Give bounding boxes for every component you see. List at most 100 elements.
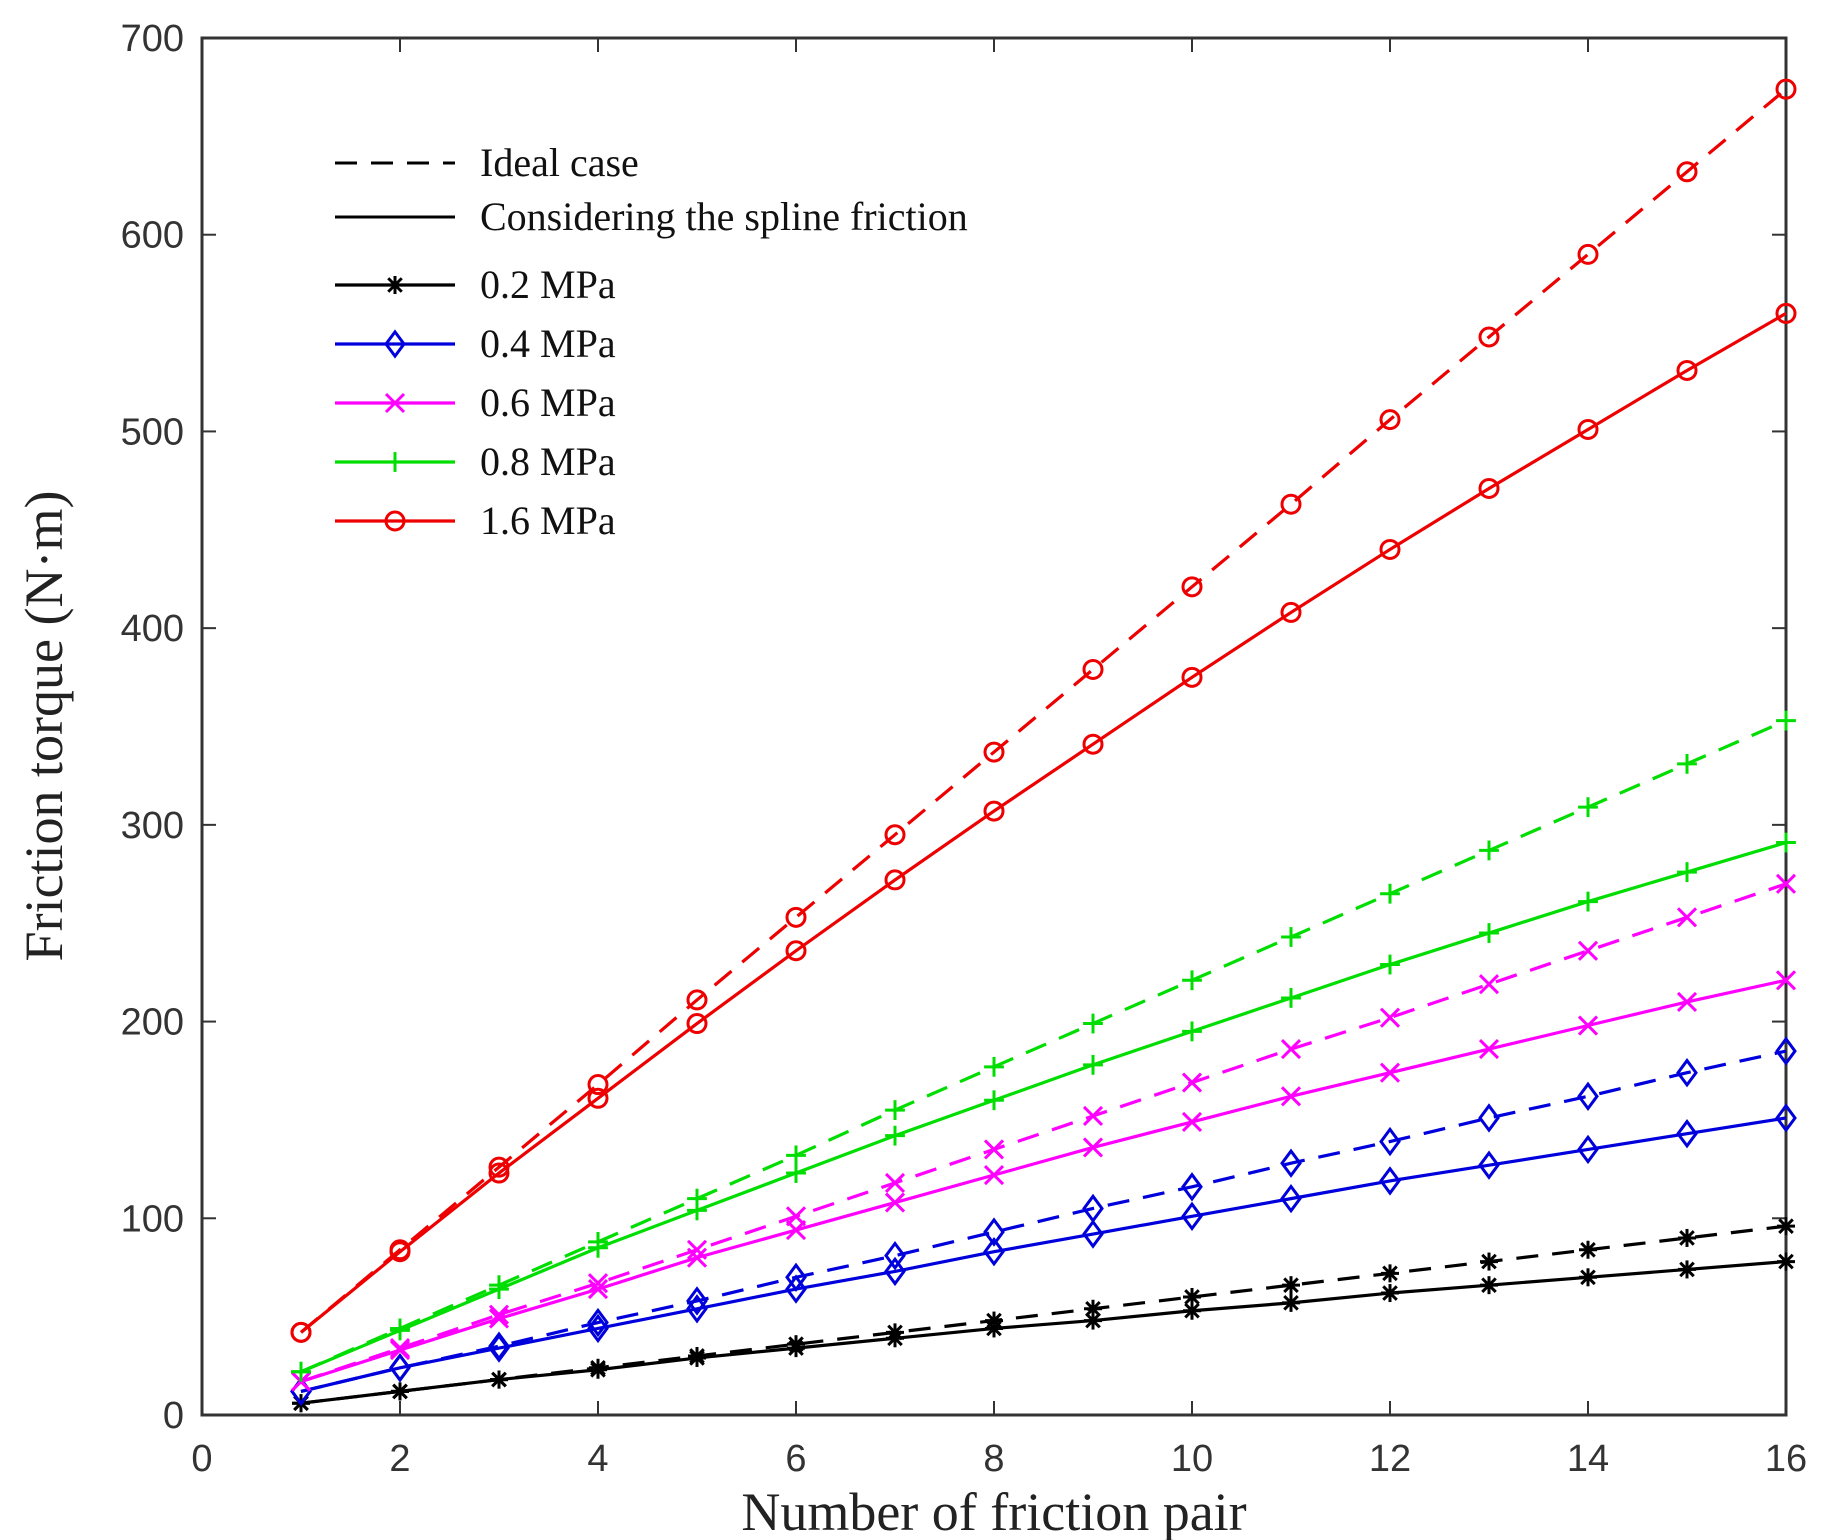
data-point-0-6-mpa-ideal bbox=[1181, 1072, 1203, 1093]
data-point-0-4-mpa-spline bbox=[1082, 1219, 1104, 1249]
data-point-0-4-mpa-ideal bbox=[686, 1286, 708, 1316]
data-point-0-8-mpa-ideal bbox=[1677, 753, 1697, 774]
axis-ticks: 0 2 4 6 8 10 12 14 16 0 100 200 300 400 500 600 700 bbox=[121, 18, 1808, 1480]
data-point-0-8-mpa-spline bbox=[1380, 954, 1400, 975]
data-point-0-8-mpa-spline bbox=[588, 1237, 608, 1258]
data-point-0-4-mpa-ideal bbox=[1676, 1058, 1698, 1088]
data-point-0-4-mpa-spline bbox=[1577, 1134, 1599, 1165]
legend-label-1-6-mpa: 1.6 MPa bbox=[480, 498, 616, 543]
data-point-0-6-mpa-spline bbox=[1775, 970, 1797, 991]
x-tick-label: 8 bbox=[983, 1438, 1004, 1480]
data-point-0-4-mpa-spline bbox=[389, 1353, 411, 1383]
x-tick-label: 10 bbox=[1171, 1438, 1213, 1480]
data-point-0-2-mpa-ideal bbox=[1579, 1240, 1597, 1259]
x-tick-label: 16 bbox=[1765, 1438, 1807, 1480]
y-tick-label: 700 bbox=[121, 18, 184, 60]
data-point-0-8-mpa-spline bbox=[984, 1090, 1004, 1111]
y-tick-label: 0 bbox=[163, 1395, 184, 1437]
data-point-0-8-mpa-ideal bbox=[1083, 1013, 1103, 1034]
data-point-0-2-mpa-spline bbox=[1084, 1311, 1102, 1330]
data-point-0-8-mpa-spline bbox=[1677, 862, 1697, 882]
x-tick-label: 12 bbox=[1369, 1438, 1411, 1480]
legend-label-0-8-mpa: 0.8 MPa bbox=[480, 439, 616, 484]
x-tick-label: 4 bbox=[587, 1438, 608, 1480]
data-point-0-4-mpa-ideal bbox=[1379, 1126, 1401, 1157]
data-point-1-6-mpa-spline bbox=[983, 800, 1005, 822]
data-point-0-6-mpa-spline bbox=[1280, 1086, 1302, 1107]
data-point-0-4-mpa-spline bbox=[884, 1256, 906, 1287]
data-point-0-2-mpa-spline bbox=[985, 1319, 1003, 1338]
legend-label-0-6-mpa: 0.6 MPa bbox=[480, 380, 616, 425]
data-point-0-2-mpa-spline bbox=[1678, 1260, 1696, 1279]
data-point-1-6-mpa-ideal bbox=[1082, 658, 1104, 680]
data-point-0-6-mpa-ideal bbox=[1478, 974, 1500, 995]
data-point-0-6-mpa-ideal bbox=[1379, 1007, 1401, 1028]
data-point-0-4-mpa-spline bbox=[1181, 1201, 1203, 1231]
data-point-1-6-mpa-spline bbox=[389, 1241, 411, 1263]
data-point-1-6-mpa-spline bbox=[1280, 601, 1302, 623]
y-tick-label: 300 bbox=[121, 805, 184, 847]
data-point-0-6-mpa-spline bbox=[1577, 1015, 1599, 1036]
series-line-1-6-mpa-spline bbox=[299, 312, 1787, 1334]
data-point-0-2-mpa-ideal bbox=[1480, 1252, 1498, 1271]
data-point-1-6-mpa-spline bbox=[587, 1087, 609, 1109]
legend-marker-1-6-mpa bbox=[384, 510, 406, 532]
series-line-0-8-mpa-ideal bbox=[300, 719, 1787, 1374]
data-point-1-6-mpa-ideal bbox=[1775, 78, 1797, 100]
data-point-0-6-mpa-ideal bbox=[1676, 907, 1698, 928]
y-axis-title: Friction torque (N·m) bbox=[14, 491, 74, 962]
data-point-0-4-mpa-spline bbox=[587, 1313, 609, 1344]
data-point-1-6-mpa-ideal bbox=[983, 741, 1005, 763]
data-point-1-6-mpa-spline bbox=[1379, 538, 1401, 560]
data-point-0-6-mpa-ideal bbox=[884, 1172, 906, 1193]
data-point-0-8-mpa-spline bbox=[885, 1125, 905, 1146]
data-point-1-6-mpa-ideal bbox=[1478, 326, 1500, 348]
y-tick-label: 600 bbox=[121, 215, 184, 257]
data-point-0-4-mpa-spline bbox=[1478, 1150, 1500, 1180]
x-tick-label: 0 bbox=[191, 1438, 212, 1480]
data-point-0-2-mpa-ideal bbox=[1678, 1228, 1696, 1247]
data-point-0-4-mpa-ideal bbox=[587, 1307, 609, 1338]
data-point-1-6-mpa-spline bbox=[1082, 733, 1104, 755]
data-point-1-6-mpa-spline bbox=[884, 869, 906, 891]
data-point-0-6-mpa-spline bbox=[1478, 1039, 1500, 1060]
data-point-0-6-mpa-spline bbox=[884, 1192, 906, 1213]
data-point-0-6-mpa-spline bbox=[488, 1308, 510, 1329]
legend-label-dashed: Ideal case bbox=[480, 140, 639, 185]
data-point-1-6-mpa-spline bbox=[1577, 418, 1599, 440]
data-point-0-4-mpa-spline bbox=[983, 1237, 1005, 1267]
data-point-0-4-mpa-spline bbox=[1280, 1183, 1302, 1214]
data-point-0-4-mpa-spline bbox=[686, 1294, 708, 1324]
legend-marker-0-2-mpa bbox=[386, 276, 404, 294]
data-point-0-8-mpa-spline bbox=[1182, 1021, 1202, 1042]
data-point-0-2-mpa-ideal bbox=[1282, 1276, 1300, 1295]
data-point-0-6-mpa-ideal bbox=[1082, 1105, 1104, 1127]
data-point-0-8-mpa-spline bbox=[291, 1361, 311, 1382]
data-point-0-6-mpa-spline bbox=[1676, 991, 1698, 1012]
data-point-1-6-mpa-spline bbox=[686, 1013, 708, 1035]
data-point-0-2-mpa-ideal bbox=[1381, 1264, 1399, 1283]
data-point-0-4-mpa-ideal bbox=[1280, 1148, 1302, 1178]
data-point-0-8-mpa-spline bbox=[687, 1200, 707, 1221]
data-point-1-6-mpa-ideal bbox=[785, 906, 807, 928]
series-line-0-8-mpa-spline bbox=[300, 841, 1787, 1374]
data-point-0-8-mpa-ideal bbox=[786, 1145, 806, 1166]
data-point-0-2-mpa-ideal bbox=[1777, 1217, 1795, 1236]
data-point-0-8-mpa-spline bbox=[390, 1320, 410, 1341]
data-point-0-6-mpa-ideal bbox=[1577, 940, 1599, 961]
x-tick-label: 14 bbox=[1567, 1438, 1609, 1480]
data-point-0-6-mpa-ideal bbox=[983, 1139, 1005, 1160]
legend-marker-0-8-mpa bbox=[385, 452, 405, 472]
legend-marker-0-4-mpa bbox=[384, 329, 406, 359]
data-point-0-8-mpa-ideal bbox=[1182, 970, 1202, 991]
y-tick-label: 400 bbox=[121, 608, 184, 650]
data-point-0-4-mpa-ideal bbox=[1577, 1081, 1599, 1111]
data-point-0-2-mpa-spline bbox=[1480, 1276, 1498, 1295]
data-point-0-8-mpa-ideal bbox=[1479, 840, 1499, 861]
data-point-1-6-mpa-spline bbox=[1676, 359, 1698, 381]
data-point-1-6-mpa-ideal bbox=[1676, 161, 1698, 183]
data-point-0-8-mpa-ideal bbox=[1380, 883, 1400, 904]
data-point-0-2-mpa-spline bbox=[688, 1348, 706, 1367]
data-point-0-4-mpa-spline bbox=[1775, 1103, 1797, 1133]
data-point-0-6-mpa-spline bbox=[785, 1220, 807, 1241]
